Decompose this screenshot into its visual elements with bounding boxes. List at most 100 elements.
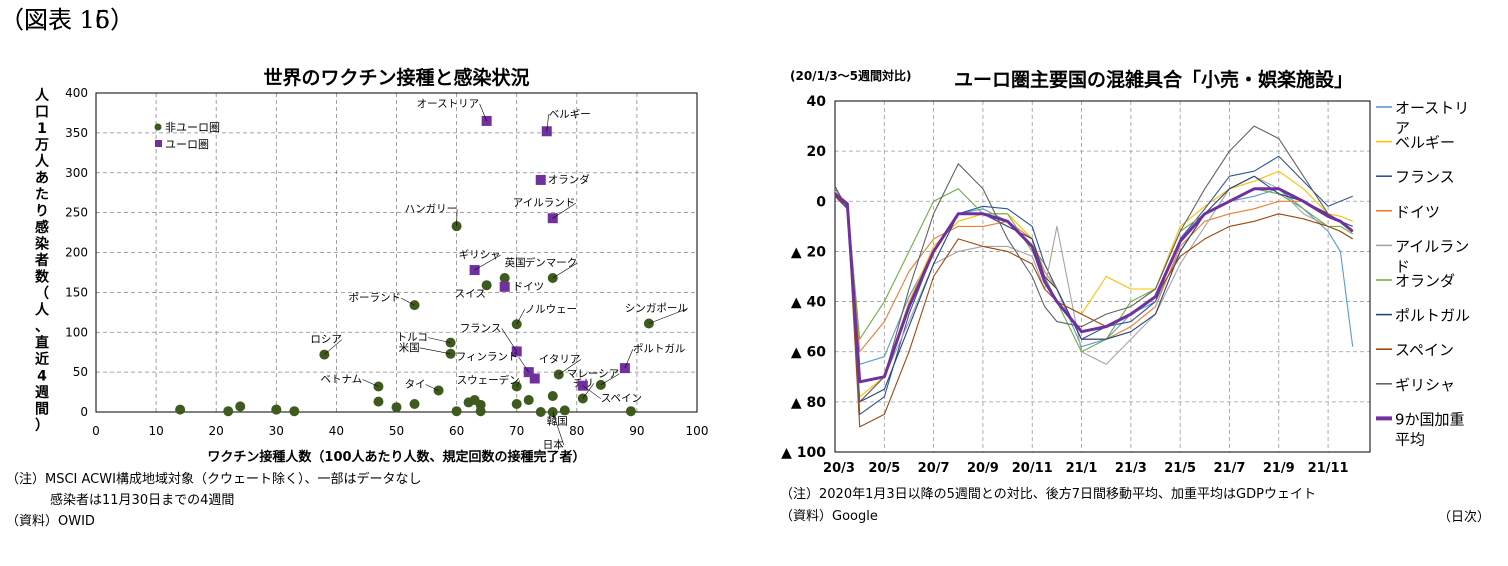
non-euro-point <box>289 406 300 417</box>
legend-label: オーストリア <box>1395 99 1469 137</box>
point-label: フィンランド <box>456 351 519 363</box>
figure16-label: （図表 16） <box>0 6 135 34</box>
y-tick-label: 200 <box>65 246 88 260</box>
figure15-note-2: 感染者は11月30日までの4週間 <box>50 493 235 508</box>
point-leader-line <box>546 114 550 132</box>
point-leader-line <box>600 373 620 386</box>
legend-marker-non-euro <box>154 123 162 131</box>
x-tick-label: 20/5 <box>868 461 900 476</box>
point-leader-line <box>558 359 581 375</box>
plot-frame <box>834 100 1371 453</box>
non-euro-point <box>409 399 420 410</box>
x-tick-label: 21/3 <box>1115 461 1147 476</box>
non-euro-point <box>223 406 234 417</box>
x-tick-label: 90 <box>629 424 644 438</box>
point-label: トルコ <box>397 332 428 344</box>
x-tick-label: 0 <box>92 424 100 438</box>
y-tick-label: ▲ 100 <box>781 445 826 461</box>
legend-label: アイルランド <box>1395 237 1469 275</box>
point-leader-line <box>419 347 451 355</box>
y-tick-label: ▲ 20 <box>791 244 826 260</box>
non-euro-point <box>481 280 492 291</box>
y-tick-label: 300 <box>65 166 88 180</box>
x-tick-label: 21/11 <box>1308 461 1349 476</box>
legend-marker-euro <box>155 140 162 147</box>
x-tick-label: 21/1 <box>1066 461 1098 476</box>
point-label: ベトナム <box>320 373 362 385</box>
point-label: ドイツ <box>513 281 545 293</box>
figure15-label: （図表 15） <box>0 6 135 34</box>
point-label: ギリシャ <box>459 249 501 261</box>
point-label: オーストリア <box>417 98 479 110</box>
x-tick-label: 10 <box>148 424 163 438</box>
point-leader-line <box>501 328 517 352</box>
y-tick-label: 0 <box>816 194 826 210</box>
x-tick-label: 20 <box>209 424 224 438</box>
point-leader-line <box>516 380 520 387</box>
y-axis-label: 人口 1 万人あたり感染者数（人、直近 4 週間） <box>34 87 50 434</box>
point-label: 日本 <box>543 438 564 451</box>
figure15-note-1: （注）MSCI ACWI構成地域対象（クウェート除く）、一部はデータなし <box>6 472 422 487</box>
point-leader-line <box>648 308 689 324</box>
legend-label: 9か国加重平均 <box>1395 410 1465 448</box>
point-label: 韓国 <box>547 415 568 427</box>
point-leader-line <box>552 262 578 279</box>
non-euro-point <box>523 395 534 406</box>
point-label: スウェーデン <box>457 373 520 386</box>
legend-label-non-euro: 非ユーロ圏 <box>165 121 220 134</box>
point-leader-line <box>516 309 525 325</box>
point-label: ポーランド <box>349 292 402 304</box>
non-euro-point <box>547 391 558 402</box>
point-leader-line <box>362 379 379 387</box>
point-label: シンガポール <box>625 302 688 314</box>
point-label: 英国 <box>505 256 526 269</box>
figure15-source: （資料）OWID <box>6 514 95 529</box>
point-leader-line <box>400 297 415 306</box>
y-tick-label: ▲ 60 <box>791 345 826 361</box>
point-leader-line <box>582 383 595 399</box>
point-label: ベルギー <box>549 108 591 120</box>
point-label: イタリア <box>539 354 581 366</box>
x-tick-label: 70 <box>509 424 524 438</box>
scatter-chart: 世界のワクチン接種と感染状況 0 10 20 30 40 50 60 70 80 90 100 0 50 1… <box>34 66 709 465</box>
legend-label: ギリシャ <box>1395 376 1455 394</box>
figure16-x-unit: （日次） <box>1438 510 1491 525</box>
point-label: フランス <box>460 322 502 334</box>
point-label: オランダ <box>548 173 590 186</box>
non-euro-point <box>373 396 384 407</box>
y-tick-label: ▲ 40 <box>791 295 826 311</box>
point-label: タイ <box>405 378 426 390</box>
legend-label-euro: ユーロ圏 <box>165 138 209 151</box>
point-leader-line <box>552 202 576 219</box>
euro-point <box>499 281 510 292</box>
series-line-2 <box>834 155 1353 415</box>
y-tick-label: 350 <box>65 126 88 140</box>
point-leader-line <box>425 384 439 391</box>
non-euro-point <box>499 273 510 284</box>
non-euro-point <box>391 402 402 413</box>
point-leader-line <box>456 209 458 227</box>
x-tick-label: 20/3 <box>823 461 855 476</box>
y-tick-label: 400 <box>65 86 88 100</box>
series-line-9 <box>834 187 1354 384</box>
non-euro-point <box>475 406 486 417</box>
figure16-note: （注）2020年1月3日以降の5週間との対比、後方7日間移動平均、加重平均はGD… <box>780 487 1316 502</box>
point-leader-line <box>582 385 601 399</box>
x-tick-label: 60 <box>449 424 464 438</box>
non-euro-point <box>559 405 570 416</box>
x-tick-label: 20/11 <box>1012 461 1053 476</box>
y-tick-label: 250 <box>65 206 88 220</box>
non-euro-point <box>175 404 186 415</box>
point-label: ポルトガル <box>633 343 686 355</box>
x-axis-label: ワクチン接種人数（100人あたり人数、規定回数の接種完了者） <box>207 449 585 465</box>
non-euro-point <box>511 399 522 410</box>
point-label: マレーシア <box>567 368 619 380</box>
chart-title: ユーロ圏主要国の混雑具合「小売・娯楽施設」 <box>954 68 1353 91</box>
series-line-7 <box>834 195 1353 428</box>
y-tick-label: 50 <box>73 365 88 379</box>
x-tick-label: 100 <box>686 424 709 438</box>
y-tick-label: 40 <box>807 94 827 110</box>
euro-point <box>535 174 546 185</box>
x-tick-label: 21/9 <box>1263 461 1295 476</box>
x-tick-label: 50 <box>389 424 404 438</box>
